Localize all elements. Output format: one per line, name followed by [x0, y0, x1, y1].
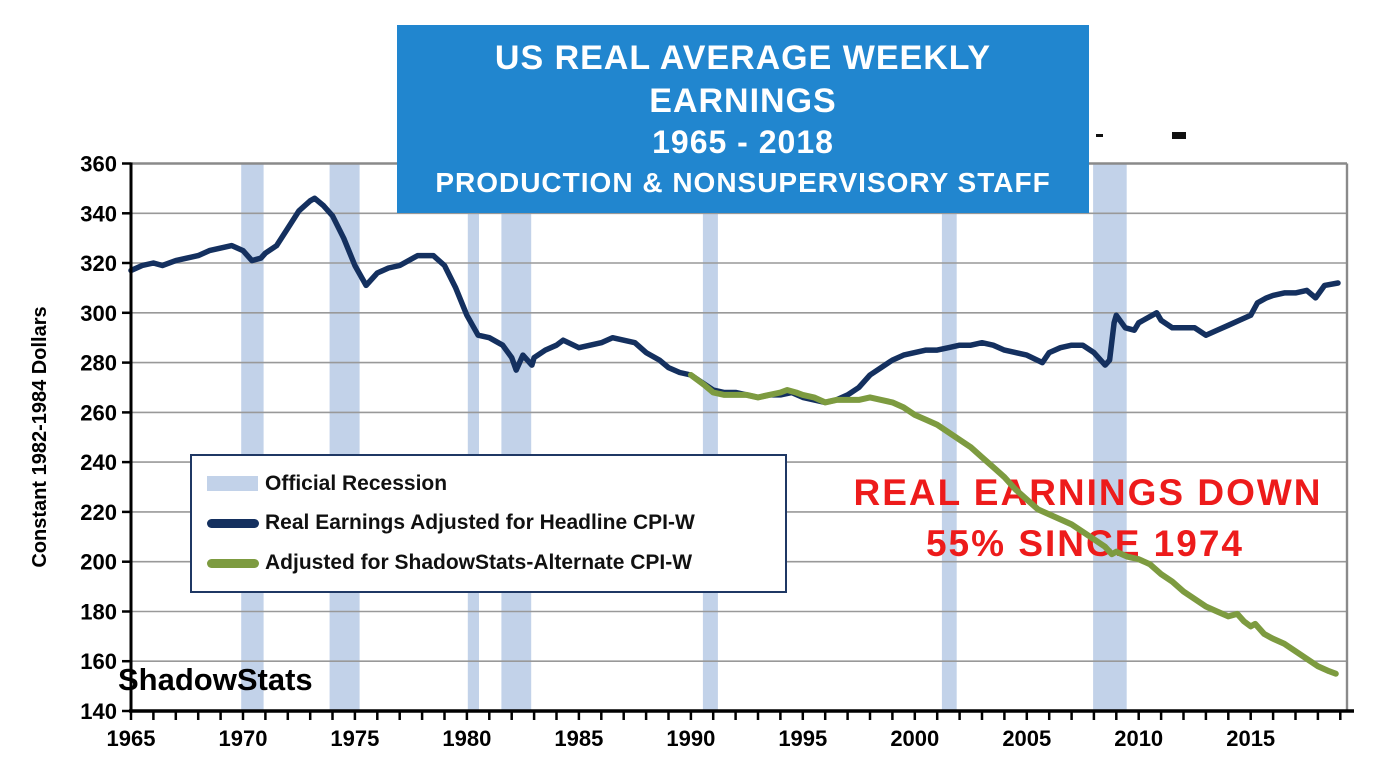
- annotation-line-2: 55% SINCE 1974: [926, 523, 1244, 564]
- crop-artifact-dash: [1172, 132, 1186, 139]
- x-tick-label: 1980: [442, 726, 491, 751]
- y-tick-label: 260: [80, 400, 117, 425]
- x-tick-label: 1965: [107, 726, 156, 751]
- legend-item-shadowstats-cpiw: Adjusted for ShadowStats-Alternate CPI-W: [207, 551, 785, 575]
- y-tick-label: 340: [80, 201, 117, 226]
- y-tick-label: 240: [80, 450, 117, 475]
- recession-band: [1093, 163, 1127, 711]
- y-tick-label: 280: [80, 351, 117, 376]
- recession-band: [941, 163, 957, 711]
- y-axis-title: Constant 1982-1984 Dollars: [29, 306, 51, 567]
- x-tick-label: 2005: [1002, 726, 1051, 751]
- legend: Official Recession Real Earnings Adjuste…: [190, 454, 787, 593]
- y-tick-label: 220: [80, 500, 117, 525]
- x-tick-label: 1985: [554, 726, 603, 751]
- x-tick-label: 2010: [1114, 726, 1163, 751]
- crop-artifact-dash: [1096, 134, 1103, 137]
- y-tick-label: 160: [80, 649, 117, 674]
- legend-label: Official Recession: [265, 471, 448, 495]
- x-tick-label: 1970: [219, 726, 268, 751]
- recession-swatch-icon: [207, 476, 258, 492]
- shadowstats-watermark: ShadowStats: [118, 662, 313, 697]
- headline-cpiw-line: [128, 195, 1341, 406]
- navy-line-swatch-icon: [207, 518, 259, 528]
- x-tick-label: 2015: [1226, 726, 1275, 751]
- chart-title-box: US REAL AVERAGE WEEKLY EARNINGS 1965 - 2…: [397, 25, 1089, 213]
- legend-label: Adjusted for ShadowStats-Alternate CPI-W: [265, 551, 693, 575]
- recession-band: [702, 163, 718, 711]
- y-tick-label: 300: [80, 301, 117, 326]
- recession-bands-layer: [241, 163, 1127, 711]
- y-tick-label: 320: [80, 251, 117, 276]
- shadowstats-alternate-line: [687, 372, 1339, 677]
- axes-layer: 360 340 320 300 280 260 240 220 200 180 160 1401965…: [80, 152, 1354, 751]
- chart-subtitle: PRODUCTION & NONSUPERVISORY STAFF: [435, 167, 1051, 198]
- recession-band: [501, 163, 532, 711]
- x-tick-label: 1990: [666, 726, 715, 751]
- chart-title-years: 1965 - 2018: [652, 124, 834, 160]
- x-tick-label: 1975: [330, 726, 379, 751]
- recession-band: [467, 163, 479, 711]
- legend-label: Real Earnings Adjusted for Headline CPI-…: [265, 511, 695, 535]
- x-tick-label: 1995: [778, 726, 827, 751]
- y-tick-label: 200: [80, 550, 117, 575]
- recession-band: [241, 163, 264, 711]
- gridlines-layer: [131, 162, 1349, 711]
- green-line-swatch-icon: [207, 558, 259, 568]
- y-tick-label: 140: [80, 699, 117, 724]
- y-tick-label: 180: [80, 600, 117, 625]
- annotation-line-1: REAL EARNINGS DOWN: [853, 472, 1322, 513]
- chart-title: US REAL AVERAGE WEEKLY EARNINGS: [494, 39, 992, 120]
- y-tick-label: 360: [80, 152, 117, 177]
- legend-item-recession: Official Recession: [207, 472, 785, 496]
- series-layer: [128, 195, 1341, 677]
- recession-band: [329, 163, 360, 711]
- legend-item-headline-cpiw: Real Earnings Adjusted for Headline CPI-…: [207, 511, 785, 535]
- x-tick-label: 2000: [890, 726, 939, 751]
